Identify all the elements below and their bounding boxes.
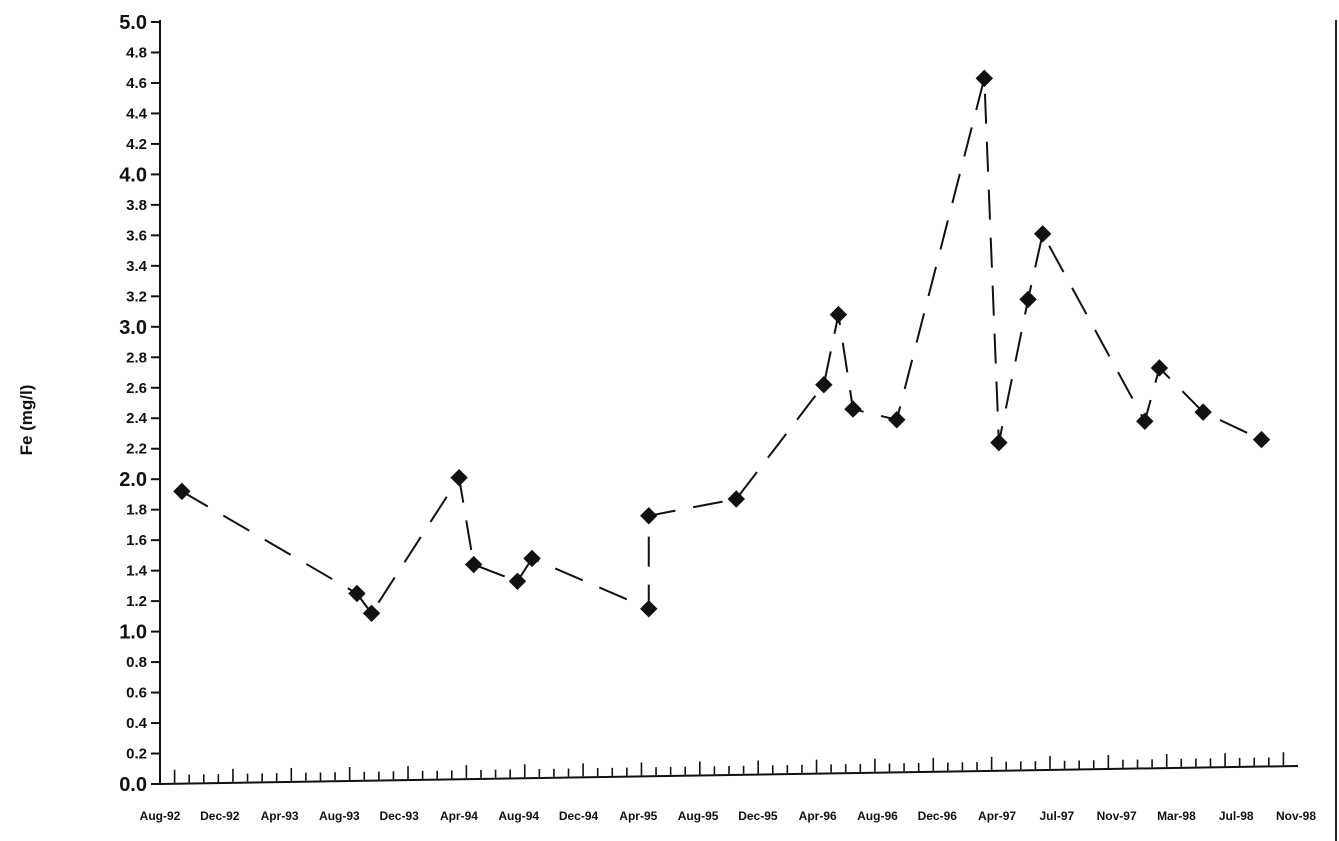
y-tick-label: 3.6 [126, 227, 147, 244]
x-tick-label: Nov-97 [1097, 809, 1137, 823]
y-tick-label: 3.2 [126, 288, 147, 305]
y-tick-label: 3.8 [126, 197, 147, 214]
frame-right-edge [1335, 20, 1337, 841]
y-tick-label: 0.2 [126, 746, 147, 763]
data-point [727, 490, 746, 508]
data-point [888, 411, 906, 429]
y-tick-label: 2.8 [126, 349, 147, 366]
y-axis-label: Fe (mg/l) [17, 385, 36, 456]
data-point [173, 482, 191, 501]
x-tick-label: Apr-94 [440, 809, 478, 823]
y-tick-label: 4.6 [126, 75, 147, 92]
data-point [990, 433, 1008, 452]
y-tick-label: 2.2 [126, 441, 147, 458]
y-tick-label: 0.0 [119, 774, 147, 796]
x-tick-label: Nov-98 [1276, 809, 1316, 823]
y-tick-label: 0.6 [126, 685, 147, 702]
data-point [975, 69, 994, 88]
x-tick-label: Dec-95 [738, 809, 778, 823]
x-tick-label: Jul-98 [1219, 809, 1254, 823]
y-tick-label: 3.4 [126, 258, 148, 275]
x-tick-label: Aug-94 [498, 809, 539, 823]
y-tick-label: 1.6 [126, 532, 147, 549]
data-point [464, 555, 483, 574]
data-point [508, 572, 527, 591]
data-point [640, 600, 658, 618]
x-tick-label: Aug-92 [140, 809, 181, 823]
x-tick-label: Aug-96 [857, 809, 898, 823]
y-tick-label: 4.2 [126, 136, 147, 153]
y-tick-label: 4.8 [126, 44, 147, 61]
x-tick-label: Apr-93 [261, 809, 299, 823]
x-tick-label: Apr-97 [978, 809, 1016, 823]
y-tick-label: 1.4 [126, 563, 148, 580]
y-tick-label: 3.0 [119, 317, 147, 339]
x-tick-label: Jul-97 [1039, 809, 1074, 823]
y-tick-label: 1.8 [126, 502, 147, 519]
series-polyline [181, 78, 1262, 616]
data-point [1019, 290, 1037, 309]
x-tick-label: Aug-93 [319, 809, 360, 823]
y-tick-label: 2.6 [126, 380, 147, 397]
x-axis: Aug-92 Dec-92 Apr-93 Aug-93 Dec-93 Apr-94 Aug-… [140, 752, 1316, 823]
data-point [523, 549, 541, 568]
y-axis-label-wrap: Fe (mg/l) [17, 385, 36, 456]
y-tick-label: 4.4 [126, 105, 148, 122]
x-tick-label: Dec-92 [200, 809, 240, 823]
data-point [1136, 412, 1154, 430]
x-tick-label: Dec-96 [918, 809, 958, 823]
y-tick-label: 0.8 [126, 654, 147, 671]
data-point [348, 584, 366, 603]
y-tick-label: 5.0 [119, 12, 147, 34]
y-tick-label: 2.0 [119, 469, 147, 491]
y-tick-label: 2.4 [126, 410, 148, 427]
x-tick-label: Apr-96 [799, 809, 837, 823]
series-line [181, 78, 1262, 616]
data-point [829, 305, 848, 324]
y-tick-label: 1.0 [119, 622, 147, 644]
x-tick-label: Aug-95 [678, 809, 719, 823]
data-point [1194, 403, 1212, 421]
y-tick-label: 1.2 [126, 593, 147, 610]
data-point [1150, 359, 1169, 377]
y-tick-label: 0.4 [126, 715, 148, 732]
x-tick-label: Apr-95 [619, 809, 657, 823]
x-tick-label: Dec-94 [559, 809, 599, 823]
data-markers [173, 69, 1271, 623]
data-point [640, 507, 658, 525]
data-point [1033, 225, 1052, 243]
data-point [1252, 430, 1271, 449]
x-tick-label: Mar-98 [1157, 809, 1196, 823]
data-point [844, 400, 862, 418]
data-point [362, 604, 381, 623]
data-point [450, 468, 468, 487]
data-point [815, 376, 833, 394]
y-tick-label: 4.0 [119, 164, 147, 186]
x-axis-line [159, 765, 1299, 785]
y-axis: 0.0 0.2 0.4 0.6 0.8 1.0 1.2 1.4 1.6 1.8 2.0 2.2 2.4 2… [119, 12, 161, 796]
x-tick-label: Dec-93 [379, 809, 419, 823]
